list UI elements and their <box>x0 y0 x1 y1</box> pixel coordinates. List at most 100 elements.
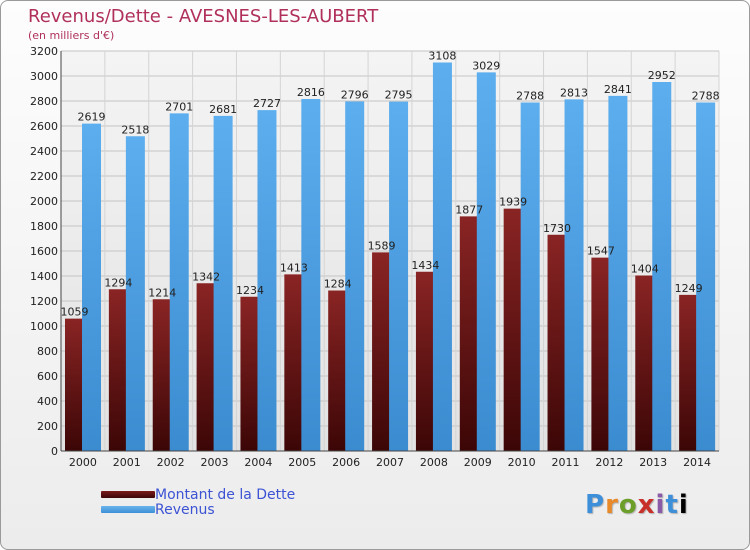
y-tick-label: 2800 <box>30 95 58 108</box>
bar-revenue-2010 <box>520 102 540 451</box>
bar-debt-2008 <box>415 271 435 451</box>
bar-revenue-2000 <box>82 123 101 451</box>
bar-revenue-2005 <box>301 99 321 451</box>
x-tick-label: 2001 <box>113 456 141 469</box>
x-tick-label: 2011 <box>551 456 579 469</box>
y-tick-label: 1200 <box>30 295 58 308</box>
y-tick-label: 2600 <box>30 120 58 133</box>
data-label-debt-2009: 1877 <box>455 203 483 216</box>
y-tick-label: 2000 <box>30 195 58 208</box>
data-label-revenue-2008: 3108 <box>428 50 456 63</box>
legend-label-debt: Montant de la Dette <box>155 487 296 503</box>
data-label-revenue-2004: 2727 <box>253 97 281 110</box>
data-label-debt-2011: 1730 <box>543 222 571 235</box>
y-tick-label: 200 <box>37 420 58 433</box>
y-tick-label: 600 <box>37 370 58 383</box>
x-tick-label: 2004 <box>244 456 272 469</box>
data-label-revenue-2001: 2518 <box>121 123 149 136</box>
data-label-debt-2006: 1284 <box>324 278 352 291</box>
logo-letter: i <box>655 490 666 520</box>
data-label-revenue-2007: 2795 <box>385 89 413 102</box>
logo-letter: o <box>618 490 638 520</box>
data-label-revenue-2002: 2701 <box>165 100 193 113</box>
bar-revenue-2003 <box>213 115 233 451</box>
data-label-revenue-2013: 2952 <box>648 69 676 82</box>
y-tick-label: 800 <box>37 345 58 358</box>
data-label-debt-2014: 1249 <box>675 282 703 295</box>
x-tick-label: 2009 <box>464 456 492 469</box>
proxiti-logo: Proxiti <box>585 490 689 520</box>
data-label-debt-2008: 1434 <box>411 259 439 272</box>
bar-debt-2000 <box>65 318 84 451</box>
bar-revenue-2014 <box>696 102 716 451</box>
data-label-revenue-2010: 2788 <box>516 90 544 103</box>
bar-debt-2007 <box>372 252 392 451</box>
logo-letter: P <box>585 490 606 520</box>
bar-debt-2013 <box>635 275 655 451</box>
y-tick-label: 1600 <box>30 245 58 258</box>
legend-swatch-debt <box>101 491 155 498</box>
data-label-debt-2003: 1342 <box>192 270 220 283</box>
bar-revenue-2001 <box>125 136 145 451</box>
data-label-debt-2013: 1404 <box>631 263 659 276</box>
chart-title: Revenus/Dette - AVESNES-LES-AUBERT <box>28 6 379 27</box>
x-tick-label: 2013 <box>639 456 667 469</box>
x-tick-label: 2014 <box>683 456 711 469</box>
bar-debt-2001 <box>108 289 128 451</box>
bar-revenue-2013 <box>652 82 672 451</box>
data-label-revenue-2011: 2813 <box>560 86 588 99</box>
bar-debt-2006 <box>328 290 348 451</box>
data-label-revenue-2003: 2681 <box>209 103 237 116</box>
y-tick-label: 400 <box>37 395 58 408</box>
bar-revenue-2008 <box>432 62 452 451</box>
bar-debt-2012 <box>591 257 611 451</box>
data-label-revenue-2014: 2788 <box>692 90 720 103</box>
bar-revenue-2002 <box>169 113 189 451</box>
x-tick-label: 2010 <box>508 456 536 469</box>
data-label-revenue-2009: 3029 <box>472 59 500 72</box>
y-tick-label: 2400 <box>30 145 58 158</box>
data-label-debt-2000: 1059 <box>61 306 89 319</box>
x-tick-label: 2003 <box>201 456 229 469</box>
bar-debt-2010 <box>503 208 523 451</box>
legend-label-revenue: Revenus <box>155 502 215 518</box>
x-tick-label: 2008 <box>420 456 448 469</box>
y-tick-label: 2200 <box>30 170 58 183</box>
y-tick-label: 1800 <box>30 220 58 233</box>
bar-debt-2003 <box>196 283 216 451</box>
data-label-debt-2004: 1234 <box>236 284 264 297</box>
data-label-debt-2007: 1589 <box>368 239 396 252</box>
data-label-revenue-2006: 2796 <box>341 89 369 102</box>
data-label-revenue-2005: 2816 <box>297 86 325 99</box>
bar-revenue-2011 <box>564 99 584 451</box>
chart-subtitle: (en milliers d'€) <box>28 29 115 42</box>
x-tick-label: 2006 <box>332 456 360 469</box>
data-label-debt-2002: 1214 <box>148 286 176 299</box>
data-label-revenue-2012: 2841 <box>604 83 632 96</box>
data-label-revenue-2000: 2619 <box>78 111 106 124</box>
legend-swatch-revenue <box>101 506 155 513</box>
bar-debt-2002 <box>152 299 172 451</box>
x-tick-label: 2007 <box>376 456 404 469</box>
x-tick-label: 2012 <box>595 456 623 469</box>
logo-letter: i <box>678 490 689 520</box>
bar-revenue-2012 <box>608 95 628 451</box>
logo-letter: t <box>665 490 679 520</box>
data-label-debt-2005: 1413 <box>280 261 308 274</box>
y-tick-label: 1400 <box>30 270 58 283</box>
data-label-debt-2010: 1939 <box>499 196 527 209</box>
x-tick-label: 2000 <box>69 456 97 469</box>
logo-letter: r <box>605 490 619 520</box>
bar-debt-2005 <box>284 274 304 451</box>
y-tick-label: 3200 <box>30 45 58 58</box>
x-tick-label: 2005 <box>288 456 316 469</box>
bar-debt-2011 <box>547 234 567 451</box>
y-tick-label: 1000 <box>30 320 58 333</box>
data-label-debt-2012: 1547 <box>587 245 615 258</box>
bar-debt-2014 <box>679 294 699 451</box>
bar-revenue-2007 <box>389 101 409 451</box>
y-tick-label: 3000 <box>30 70 58 83</box>
logo-letter: x <box>637 490 656 520</box>
y-tick-label: 0 <box>51 445 58 458</box>
